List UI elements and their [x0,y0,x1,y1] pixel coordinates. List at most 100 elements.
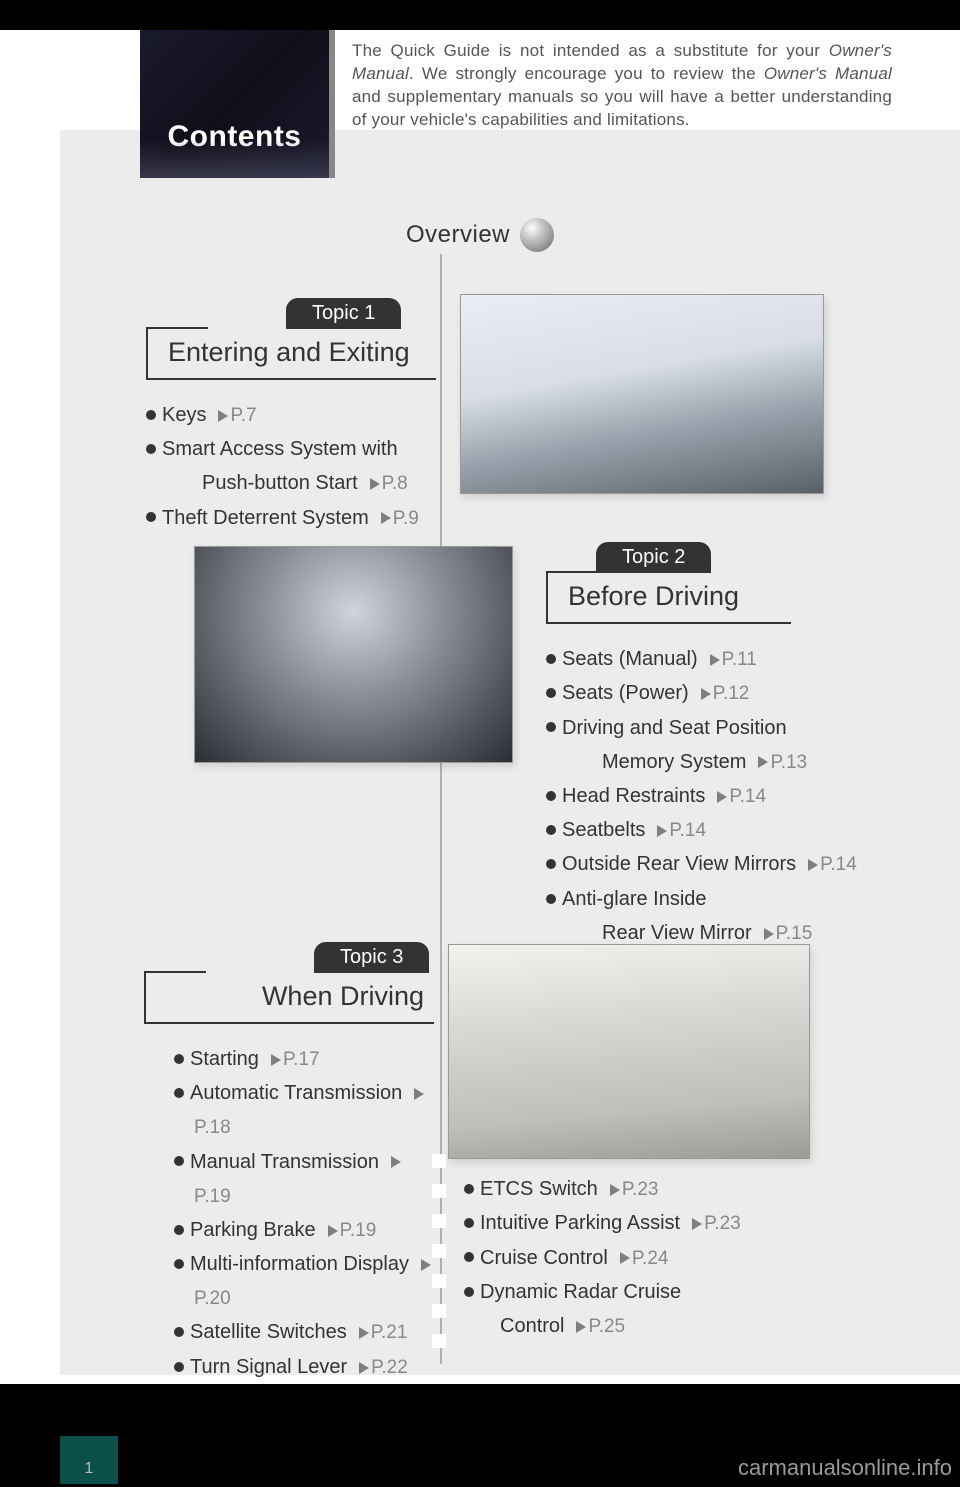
bullet-icon [174,1225,184,1235]
item-label: Head Restraints [562,785,705,807]
triangle-icon [758,756,768,768]
topic-1-block: Topic 1 Entering and Exiting Keys P.7 Sma… [146,296,436,535]
triangle-icon [370,478,380,490]
triangle-icon [328,1225,338,1237]
topic-2-items: Seats (Manual)P.11 Seats (Power)P.12 Dri… [546,642,896,984]
item-label-cont: Memory SystemP.13 [566,745,896,779]
topic-1-title: Entering and Exiting [146,327,436,380]
item-label: Theft Deterrent System [162,507,369,529]
list-item: Automatic Transmission P.18 [174,1076,434,1144]
intro-seg-3: Owner's Manual [764,64,892,83]
page-number-tab: 1 [60,1436,118,1484]
item-page: P.18 [194,1117,231,1138]
triangle-icon [692,1218,702,1230]
item-page: P.13 [770,752,807,773]
divider-square [432,1214,446,1228]
item-label: Parking Brake [190,1219,316,1241]
list-item: Manual Transmission P.19 [174,1145,434,1213]
topic-1-tab: Topic 1 [286,298,401,329]
item-page: P.14 [820,854,857,875]
divider-square [432,1274,446,1288]
triangle-icon [808,859,818,871]
watermark-text: carmanualsonline.info [730,1452,960,1484]
list-item: StartingP.17 [174,1042,434,1076]
item-page: P.14 [729,786,766,807]
item-label: Multi-information Display [190,1253,409,1275]
item-label: Satellite Switches [190,1321,347,1343]
triangle-icon [414,1088,424,1100]
bullet-icon [464,1252,474,1262]
list-item: Multi-information Display P.20 [174,1247,434,1315]
vertical-divider-bullets [432,1154,446,1364]
topic-1-items: Keys P.7 Smart Access System with Push-but… [146,398,436,535]
item-page: P.12 [713,683,750,704]
item-page: P.7 [230,405,256,426]
list-item: Satellite SwitchesP.21 [174,1315,434,1349]
item-label-cont: ControlP.25 [464,1309,824,1343]
triangle-icon [710,654,720,666]
list-item: Dynamic Radar Cruise ControlP.25 [464,1275,824,1343]
item-label: Dynamic Radar Cruise [480,1281,681,1303]
item-label: Anti-glare Inside [562,888,707,910]
topic-2-title: Before Driving [546,571,791,624]
topic-1-photo [460,294,824,494]
item-page: P.9 [393,508,419,529]
item-label-cont: Push-button StartP.8 [166,466,436,500]
item-page: P.20 [194,1288,231,1309]
item-label: Seats (Manual) [562,648,698,670]
triangle-icon [391,1156,401,1168]
bullet-icon [146,410,156,420]
item-page: P.19 [194,1186,231,1207]
list-item: Anti-glare InsideRear View MirrorP.15 [546,882,896,950]
item-page: P.24 [632,1248,669,1269]
triangle-icon [576,1321,586,1333]
item-page: P.17 [283,1049,320,1070]
item-label: Automatic Transmission [190,1082,402,1104]
top-black-bar [0,0,960,30]
topic-3-photo [448,944,810,1159]
bullet-icon [464,1218,474,1228]
intro-seg-4: and supplementary manuals so you will ha… [352,87,892,129]
list-item: Keys P.7 [146,398,436,432]
overview-row: Overview [0,218,960,252]
list-item: Intuitive Parking AssistP.23 [464,1206,824,1240]
divider-square [432,1154,446,1168]
bullet-icon [174,1156,184,1166]
overview-sphere-icon [520,218,554,252]
item-page: P.23 [704,1213,741,1234]
contents-title-box: Contents [140,30,335,178]
bullet-icon [464,1287,474,1297]
item-page: P.22 [371,1357,408,1378]
triangle-icon [620,1252,630,1264]
item-page: P.11 [722,649,757,670]
triangle-icon [359,1362,369,1374]
list-item: Smart Access System with Push-button Star… [146,432,436,500]
list-item: Theft Deterrent System P.9 [146,501,436,535]
topic-2-tab: Topic 2 [596,542,711,573]
topic-3-title: When Driving [144,971,434,1024]
item-label: Driving and Seat Position [562,717,787,739]
divider-square [432,1334,446,1348]
list-item: Seats (Manual) P.11 [546,642,896,676]
triangle-icon [271,1054,281,1066]
triangle-icon [610,1184,620,1196]
bullet-icon [174,1054,184,1064]
list-item: SeatbeltsP.14 [546,813,896,847]
divider-square [432,1244,446,1258]
item-page: P.19 [340,1220,377,1241]
item-page: P.23 [622,1179,659,1200]
item-page: P.8 [382,473,408,494]
triangle-icon [359,1327,369,1339]
item-label: Manual Transmission [190,1151,379,1173]
item-label: Smart Access System with [162,438,398,460]
item-label: Keys [162,404,206,426]
list-item: Driving and Seat Position Memory SystemP.… [546,711,896,779]
intro-seg-0: The Quick Guide is not intended as a sub… [352,41,829,60]
bullet-icon [546,825,556,835]
item-label: Seatbelts [562,819,645,841]
bullet-icon [546,722,556,732]
triangle-icon [701,688,711,700]
bullet-icon [174,1327,184,1337]
list-item: Outside Rear View MirrorsP.14 [546,847,896,881]
triangle-icon [218,410,228,422]
